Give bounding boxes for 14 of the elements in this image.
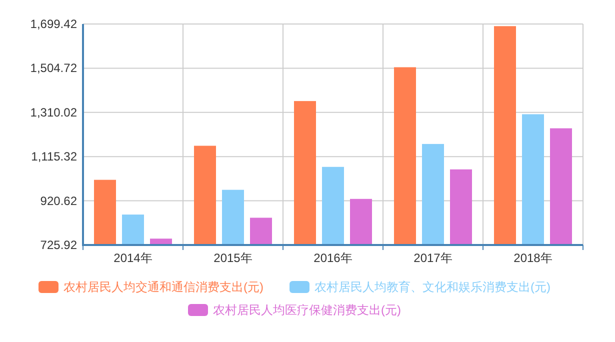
legend-label: 农村居民人均教育、文化和娱乐消费支出(元) [314, 280, 550, 294]
x-tick-label: 2017年 [414, 251, 452, 265]
legend-label: 农村居民人均交通和通信消费支出(元) [64, 280, 264, 294]
x-tick-label: 2014年 [114, 251, 152, 265]
x-tick-label: 2016年 [314, 251, 352, 265]
y-tick-label: 725.92 [40, 238, 78, 252]
y-tick-label: 920.62 [40, 194, 78, 208]
y-tick-label: 1,504.72 [30, 61, 78, 76]
x-tick-label: 2018年 [514, 251, 552, 265]
y-tick-label: 1,115.32 [31, 150, 78, 164]
x-tick-label: 2015年 [214, 251, 252, 265]
legend-label: 农村居民人均医疗保健消费支出(元) [213, 303, 401, 317]
y-tick-label: 1,310.02 [30, 105, 78, 120]
y-tick-label: 1,699.42 [30, 17, 78, 31]
